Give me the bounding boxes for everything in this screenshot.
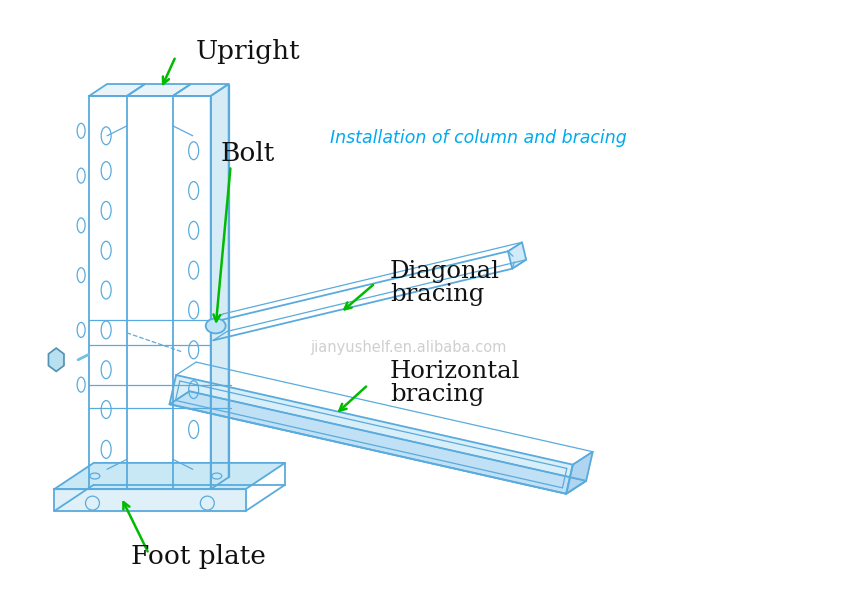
Polygon shape — [566, 451, 593, 494]
Text: Foot plate: Foot plate — [131, 544, 266, 569]
Polygon shape — [127, 84, 191, 96]
Text: jianyushelf.en.alibaba.com: jianyushelf.en.alibaba.com — [310, 340, 507, 355]
Polygon shape — [54, 463, 285, 489]
Ellipse shape — [206, 319, 226, 333]
Polygon shape — [169, 375, 572, 494]
Polygon shape — [169, 391, 586, 494]
Polygon shape — [48, 348, 64, 371]
Polygon shape — [211, 84, 228, 489]
Text: bracing: bracing — [390, 283, 485, 306]
Text: Bolt: Bolt — [221, 141, 275, 166]
Polygon shape — [173, 84, 228, 96]
Text: Horizontal: Horizontal — [390, 360, 521, 383]
Text: Upright: Upright — [196, 39, 300, 64]
Polygon shape — [89, 84, 145, 96]
Text: bracing: bracing — [390, 383, 485, 406]
Text: Diagonal: Diagonal — [390, 260, 500, 284]
Polygon shape — [54, 489, 245, 511]
Polygon shape — [508, 242, 526, 269]
Text: Installation of column and bracing: Installation of column and bracing — [330, 129, 627, 147]
